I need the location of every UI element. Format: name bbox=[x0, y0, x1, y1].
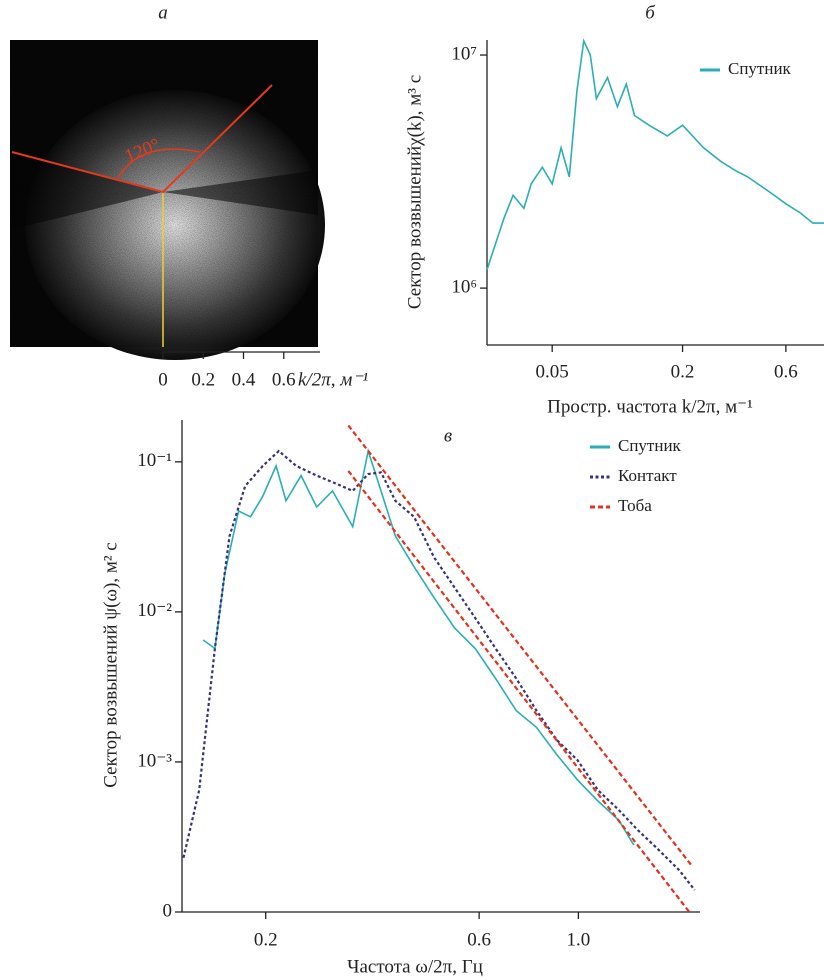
x-axis-title: Простр. частота k/2π, м⁻¹ bbox=[547, 396, 753, 417]
y-tick-label: 10⁻¹ bbox=[137, 450, 172, 471]
panel-title: а bbox=[158, 2, 168, 23]
x-tick-label: 0.6 bbox=[467, 929, 491, 950]
x-tick-label: 0.2 bbox=[671, 361, 695, 382]
x-tick-label: 0.4 bbox=[232, 369, 256, 390]
x-tick-label: 0.05 bbox=[536, 361, 569, 382]
y-tick-label: 10⁻² bbox=[137, 600, 172, 621]
y-tick-label: 10⁶ bbox=[451, 276, 477, 297]
panel-title: б bbox=[645, 2, 656, 23]
series-line bbox=[347, 424, 694, 913]
series-line bbox=[202, 447, 635, 846]
x-tick-label: 0 bbox=[158, 369, 168, 390]
y-axis-title: Сектор возвышенийχ(k), м³ с bbox=[404, 75, 425, 309]
y-tick-label: 0 bbox=[163, 900, 173, 921]
x-tick-label: 1.0 bbox=[567, 929, 591, 950]
series-line bbox=[182, 449, 696, 891]
y-tick-label: 10⁷ bbox=[451, 43, 477, 64]
panel-title: в bbox=[444, 425, 452, 446]
x-tick-label: 0.2 bbox=[191, 369, 215, 390]
x-tick-label: 0.6 bbox=[272, 369, 296, 390]
legend-label: Спутник bbox=[618, 436, 682, 455]
y-axis-title: Сектор возвышений ψ(ω), м² с bbox=[100, 542, 121, 787]
series-line bbox=[486, 38, 824, 270]
legend-label: Тоба bbox=[618, 496, 652, 515]
legend-label: Контакт bbox=[618, 466, 677, 485]
spectrum-image bbox=[10, 40, 325, 360]
y-tick-label: 10⁻³ bbox=[137, 750, 172, 771]
x-axis-title: k/2π, м⁻¹ bbox=[298, 369, 368, 390]
x-tick-label: 0.2 bbox=[254, 929, 278, 950]
x-axis-title: Частота ω/2π, Гц bbox=[347, 956, 483, 977]
legend-label: Спутник bbox=[728, 59, 792, 78]
x-tick-label: 0.6 bbox=[774, 361, 798, 382]
